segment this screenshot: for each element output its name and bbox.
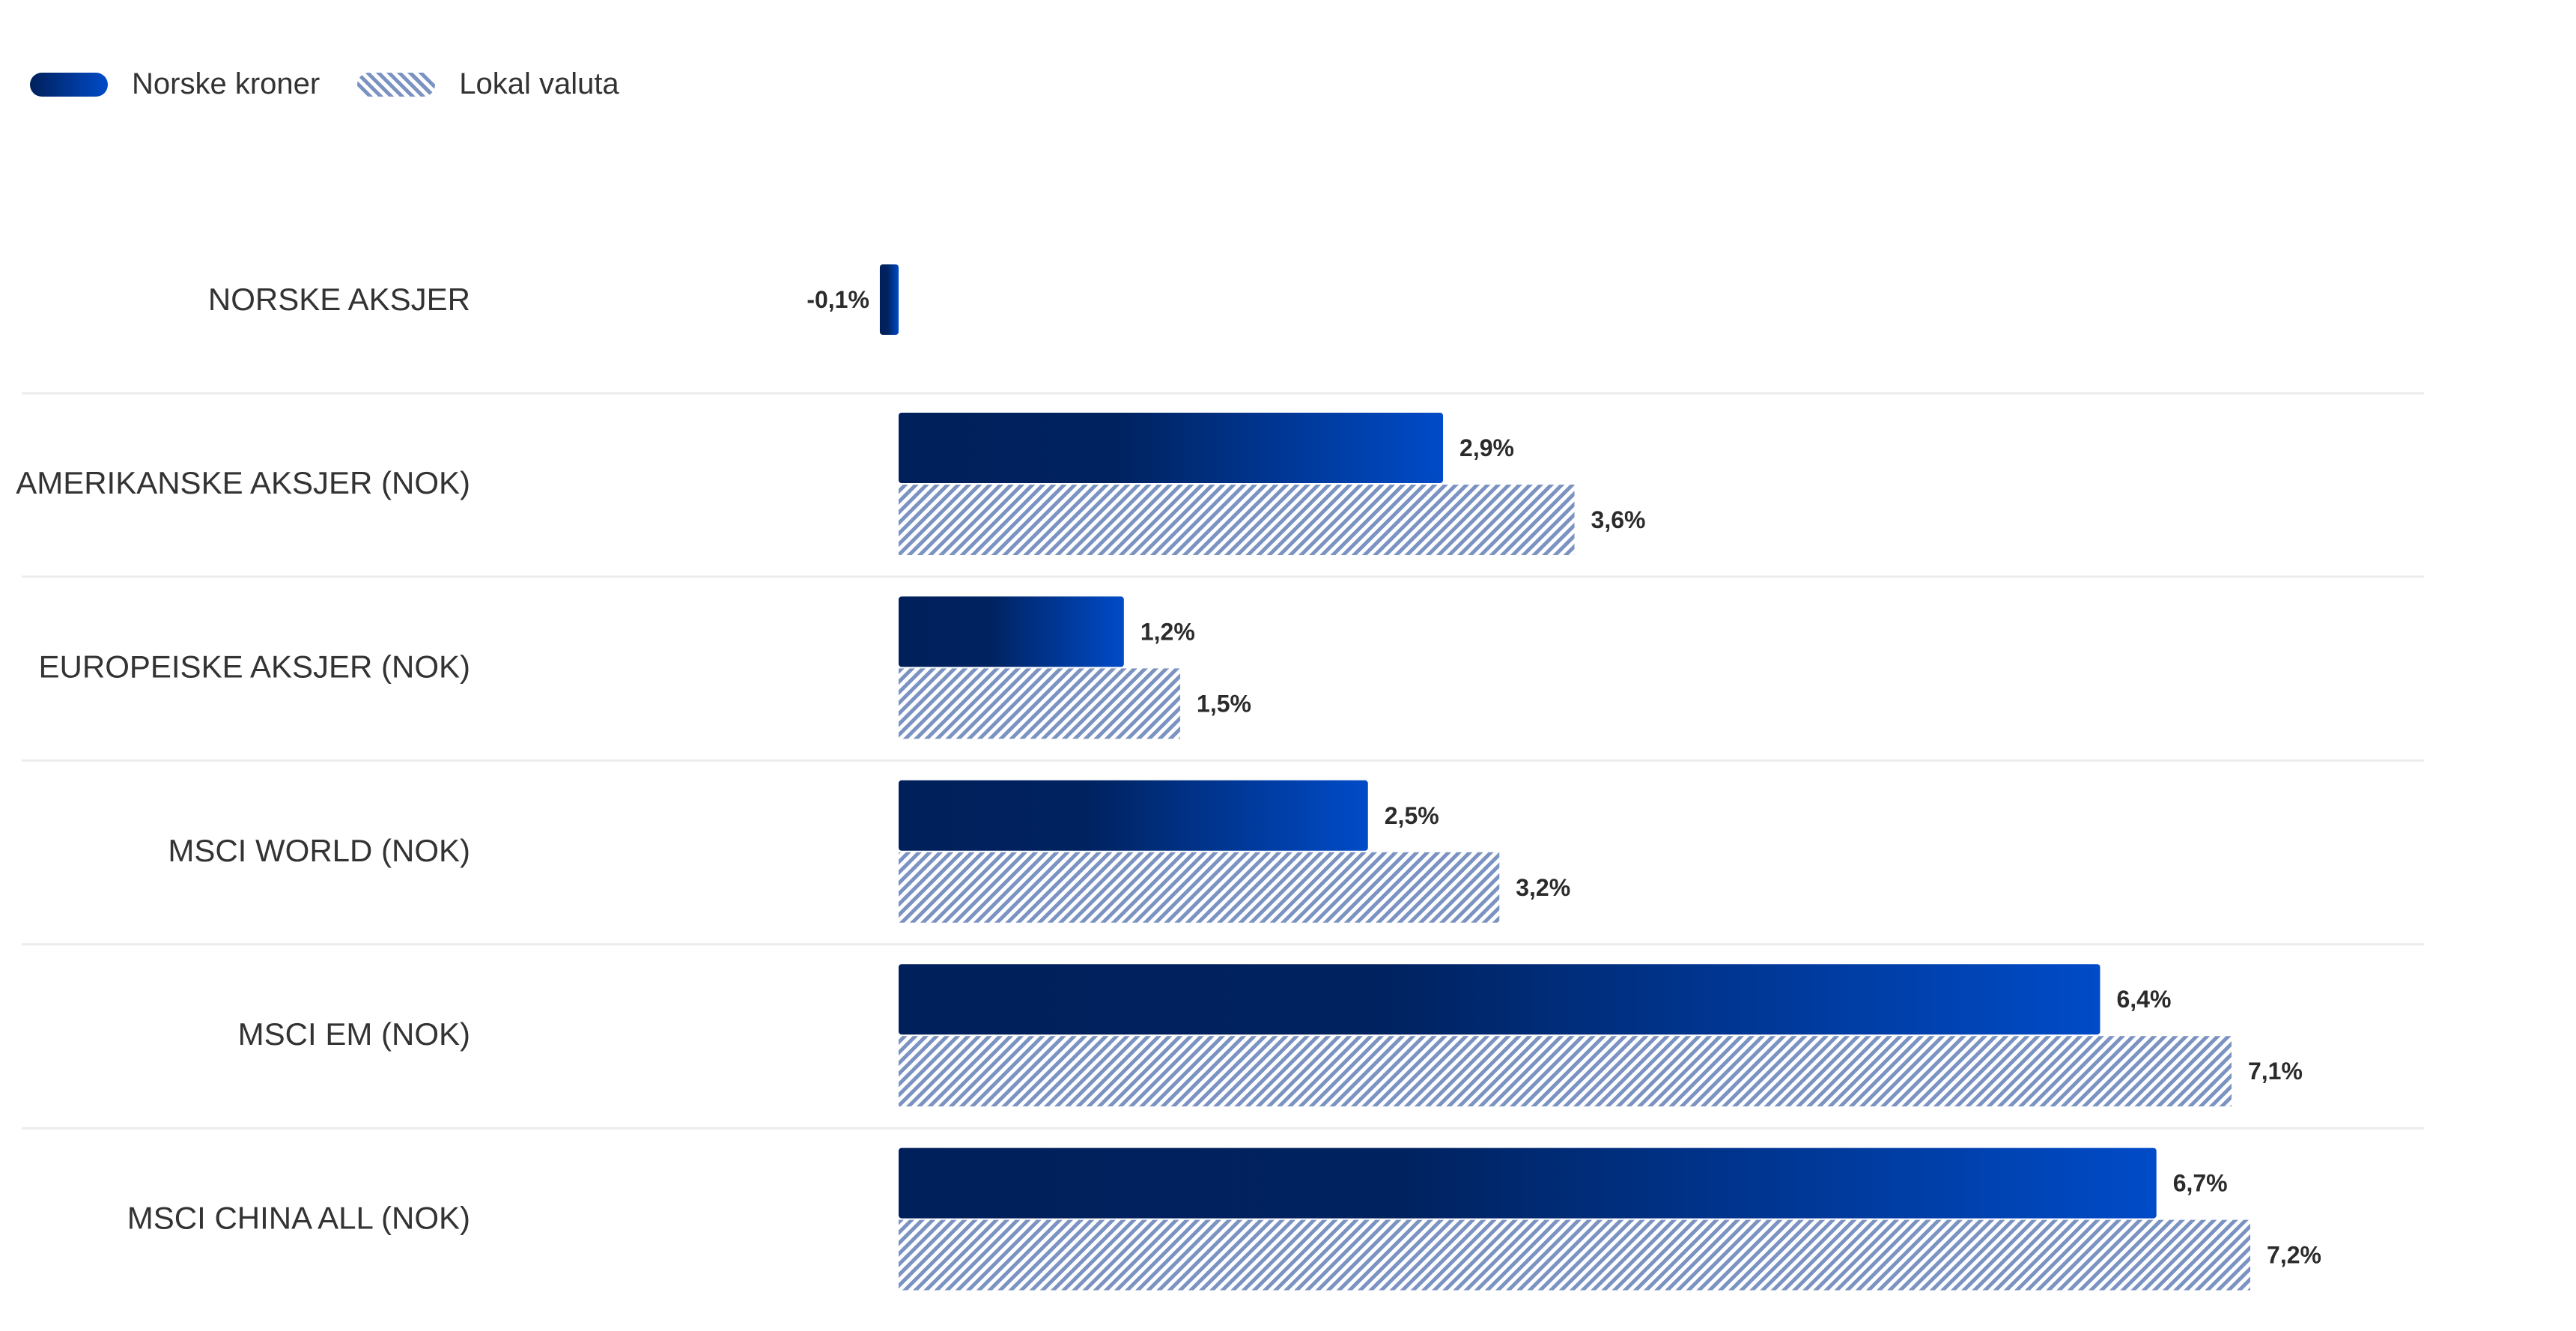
legend-item-norske-kroner[interactable]: Norske kroner <box>30 67 320 101</box>
data-label: 2,9% <box>1459 434 1514 461</box>
data-label: 6,4% <box>2116 986 2171 1013</box>
bar-norske-kroner <box>899 780 1368 851</box>
bar-lokal-valuta <box>899 852 1500 923</box>
data-label: 6,7% <box>2173 1170 2228 1197</box>
data-label: 7,2% <box>2267 1242 2321 1269</box>
category-label: MSCI EM (NOK) <box>238 1016 470 1052</box>
data-label: 3,6% <box>1591 506 1646 533</box>
legend-swatch-lokal-valuta <box>357 72 436 97</box>
data-label: -0,1% <box>806 286 869 313</box>
bar-lokal-valuta <box>899 485 1575 555</box>
category-label: EUROPEISKE AKSJER (NOK) <box>39 649 470 684</box>
data-label: 2,5% <box>1385 802 1439 829</box>
category-label: AMERIKANSKE AKSJER (NOK) <box>16 465 470 500</box>
legend-label: Norske kroner <box>132 67 321 100</box>
bar-norske-kroner <box>899 413 1444 483</box>
bar-lokal-valuta <box>899 668 1181 739</box>
data-label: 1,5% <box>1197 690 1251 717</box>
legend: Norske kroner Lokal valuta <box>30 67 657 101</box>
bar-norske-kroner <box>879 264 899 335</box>
legend-item-lokal-valuta[interactable]: Lokal valuta <box>357 67 619 101</box>
category-label: MSCI WORLD (NOK) <box>168 833 470 868</box>
legend-swatch-norske-kroner <box>30 72 108 97</box>
category-label: MSCI CHINA ALL (NOK) <box>127 1201 470 1236</box>
legend-label: Lokal valuta <box>459 67 619 100</box>
bar-norske-kroner <box>899 596 1124 667</box>
bar-lokal-valuta <box>899 1219 2251 1291</box>
category-label: NORSKE AKSJER <box>208 282 470 317</box>
data-label: 3,2% <box>1516 874 1570 901</box>
bar-norske-kroner <box>899 964 2100 1035</box>
data-label: 7,1% <box>2248 1058 2303 1085</box>
data-label: 1,2% <box>1140 618 1195 645</box>
bar-lokal-valuta <box>899 1036 2232 1107</box>
bar-norske-kroner <box>899 1147 2157 1219</box>
